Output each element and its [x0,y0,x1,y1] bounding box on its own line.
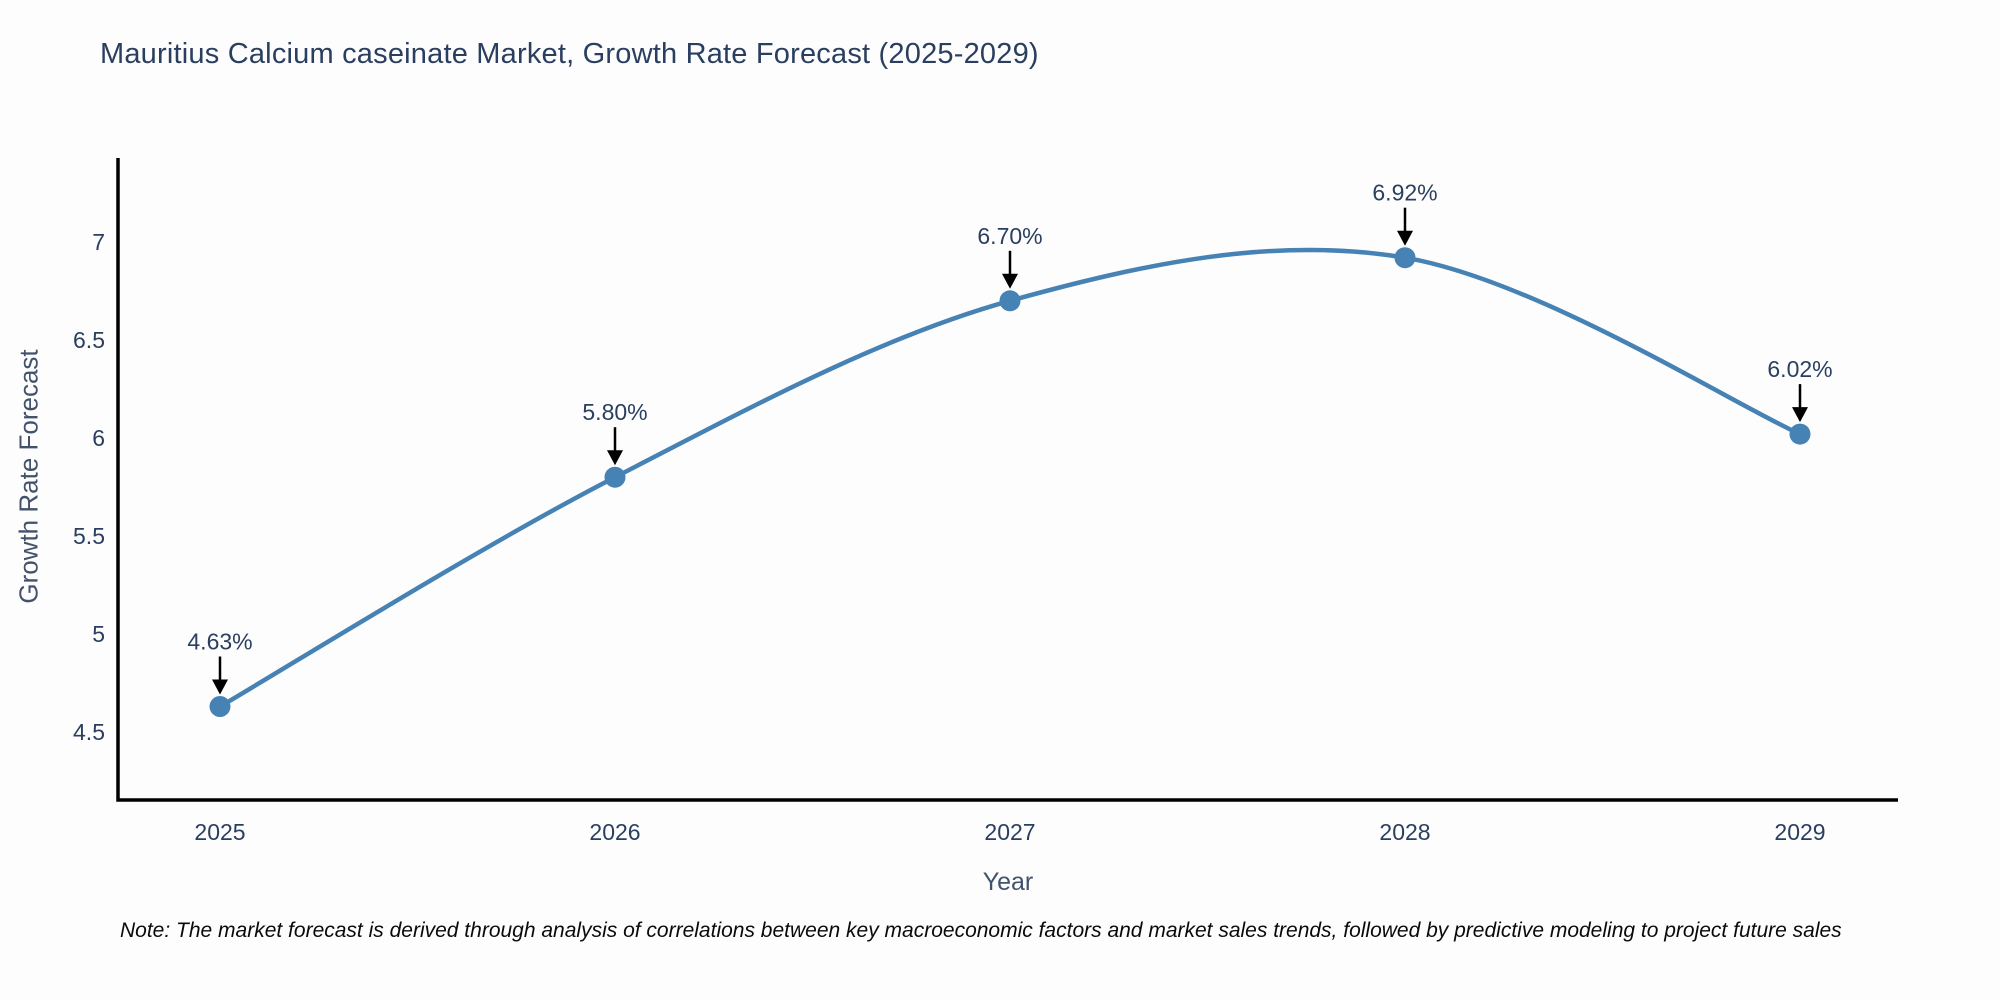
x-tick-label: 2027 [984,819,1036,845]
y-tick-label: 6.5 [73,327,105,353]
y-tick-label: 5 [92,621,105,647]
data-point[interactable] [1789,423,1811,445]
annotation-label: 4.63% [187,629,252,655]
axis-lines [116,158,1898,802]
x-tick-label: 2029 [1774,819,1826,845]
annotation-arrow-head [1397,230,1413,246]
data-point[interactable] [999,290,1021,312]
y-tick-label: 5.5 [73,523,105,549]
x-tick-label: 2028 [1379,819,1431,845]
data-point[interactable] [1394,247,1416,269]
y-tick-label: 6 [92,425,105,451]
annotation-label: 5.80% [582,399,647,425]
x-tick-label: 2026 [589,819,641,845]
annotation-arrow-head [212,679,228,695]
y-tick-label: 4.5 [73,719,105,745]
annotation-label: 6.70% [977,223,1042,249]
annotation-arrow-head [607,450,623,466]
chart-title: Mauritius Calcium caseinate Market, Grow… [100,38,1039,70]
data-point[interactable] [209,696,231,717]
annotation-label: 6.02% [1767,356,1832,382]
footnote: Note: The market forecast is derived thr… [120,919,1842,942]
data-point[interactable] [604,466,626,488]
x-tick-label: 2025 [194,819,246,845]
annotation-arrow-head [1792,407,1808,423]
annotation-label: 6.92% [1372,180,1437,206]
y-tick-label: 7 [92,229,105,255]
annotation-arrow-head [1002,273,1018,289]
forecast-line [217,247,1803,709]
x-axis-title: Year [982,868,1034,896]
